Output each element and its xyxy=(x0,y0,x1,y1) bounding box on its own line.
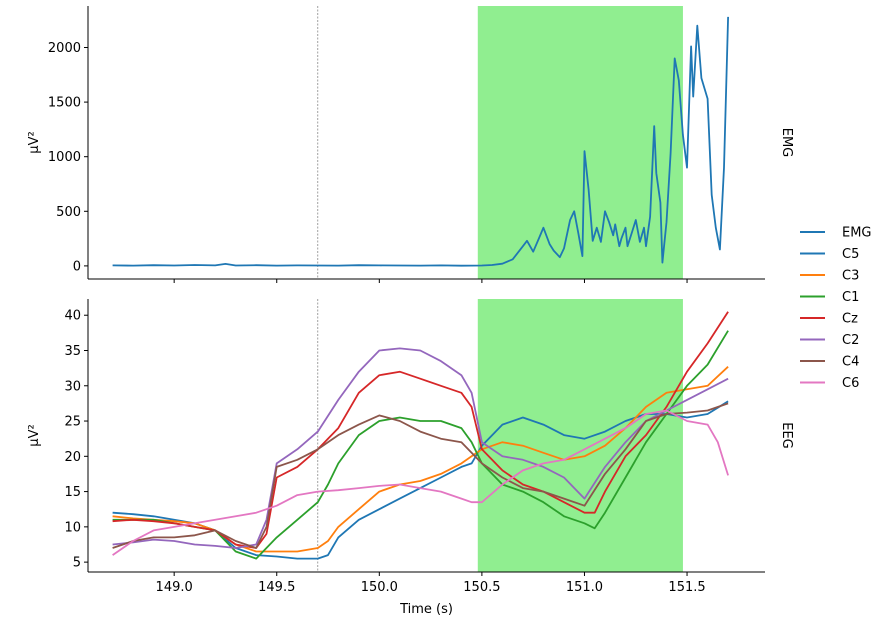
eeg-xtick-label: 150.5 xyxy=(463,580,500,595)
eeg-ytick-label: 15 xyxy=(64,485,81,500)
eeg-ytick-label: 5 xyxy=(73,556,81,571)
legend-label-emg: EMG xyxy=(842,226,872,241)
legend: EMG C5 C3 C1 Cz C2 C4 C6 xyxy=(800,226,872,391)
emg-ytick-label: 1000 xyxy=(48,150,81,165)
eeg-series-c2 xyxy=(112,347,729,549)
eeg-ylabel: µV² xyxy=(27,424,42,446)
eeg-panel-label: EEG xyxy=(779,422,794,449)
eeg-panel: 5 10 15 20 25 30 35 40 149.0 149.5 150.0 150.5 151.… xyxy=(27,299,794,617)
eeg-ytick-label: 30 xyxy=(64,379,81,394)
legend-label-c2: C2 xyxy=(842,333,859,348)
eeg-ytick-label: 40 xyxy=(64,309,81,324)
eeg-highlight-span xyxy=(477,299,683,572)
eeg-series-c6 xyxy=(112,409,729,556)
eeg-ytick-label: 35 xyxy=(64,344,81,359)
emg-ytick-label: 2000 xyxy=(48,41,81,56)
x-axis-label: Time (s) xyxy=(399,602,453,617)
eeg-ytick-label: 25 xyxy=(64,415,81,430)
emg-ytick-label: 500 xyxy=(56,205,81,220)
eeg-series-c4 xyxy=(112,402,729,549)
eeg-xtick-label: 150.0 xyxy=(361,580,398,595)
eeg-ytick-label: 10 xyxy=(64,520,81,535)
eeg-xtick-label: 151.0 xyxy=(566,580,603,595)
eeg-ytick-label: 20 xyxy=(64,450,81,465)
emg-highlight-span xyxy=(477,6,683,279)
eeg-series-c1 xyxy=(112,330,729,560)
emg-panel: 0 500 1000 1500 2000 µV² EMG xyxy=(27,6,794,283)
legend-label-c4: C4 xyxy=(842,355,859,370)
emg-series-emg xyxy=(112,16,729,267)
eeg-xtick-label: 149.0 xyxy=(156,580,193,595)
legend-label-c6: C6 xyxy=(842,376,859,391)
eeg-xtick-label: 151.5 xyxy=(668,580,705,595)
emg-ylabel: µV² xyxy=(27,131,42,153)
legend-label-c1: C1 xyxy=(842,290,859,305)
emg-ytick-label: 0 xyxy=(73,259,81,274)
eeg-xtick-label: 149.5 xyxy=(258,580,295,595)
emg-ytick-label: 1500 xyxy=(48,96,81,111)
legend-label-c3: C3 xyxy=(842,269,859,284)
legend-label-cz: Cz xyxy=(842,312,858,327)
emg-panel-label: EMG xyxy=(779,128,794,158)
legend-label-c5: C5 xyxy=(842,247,859,262)
eeg-series-cz xyxy=(112,311,729,549)
